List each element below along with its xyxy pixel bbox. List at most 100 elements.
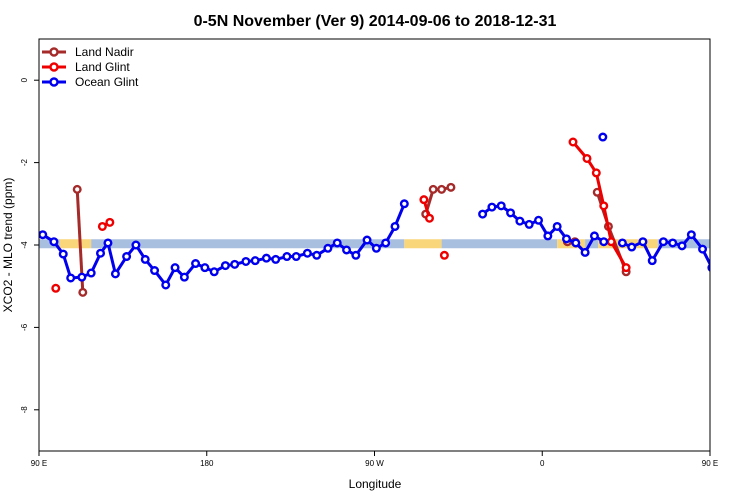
data-point — [312, 250, 322, 260]
series-land-glint — [51, 137, 730, 293]
data-point — [561, 234, 571, 244]
data-point — [591, 168, 601, 178]
data-point — [39, 230, 48, 240]
series-layer — [39, 132, 750, 297]
data-point — [323, 243, 333, 253]
data-point — [487, 202, 497, 212]
data-point — [332, 238, 342, 248]
data-point — [271, 254, 281, 264]
data-point — [78, 287, 88, 297]
legend-label: Land Glint — [75, 60, 130, 74]
data-point — [220, 261, 230, 271]
data-point — [582, 153, 592, 163]
data-point — [738, 251, 745, 258]
data-point — [86, 268, 96, 278]
data-point — [371, 243, 381, 253]
data-point — [723, 285, 730, 292]
data-point — [105, 217, 115, 227]
x-tick-label: 90 E — [702, 459, 718, 468]
data-point — [424, 213, 434, 223]
y-tick-label: -8 — [20, 406, 29, 414]
data-point — [49, 237, 59, 247]
data-point — [390, 221, 400, 231]
legend-marker — [49, 47, 59, 57]
y-tick-label: 0 — [20, 77, 29, 82]
data-point — [617, 238, 627, 248]
chart-title: 0-5N November (Ver 9) 2014-09-06 to 2018… — [194, 13, 557, 30]
data-point — [200, 263, 210, 273]
data-point — [478, 209, 488, 219]
legend-marker — [49, 77, 59, 87]
data-point — [745, 186, 750, 193]
legend-entry-ocean-glint: Ocean Glint — [42, 75, 139, 89]
data-point — [439, 250, 449, 260]
data-point — [568, 137, 578, 147]
data-point — [51, 283, 61, 293]
y-axis-label: XCO2 - MLO trend (ppm) — [1, 178, 15, 313]
data-point — [446, 182, 456, 192]
data-point — [543, 231, 553, 241]
data-point — [399, 199, 409, 209]
y-tick-label: -2 — [20, 158, 29, 166]
data-point — [668, 238, 678, 248]
data-point — [506, 208, 516, 218]
x-tick-label: 0 — [540, 459, 545, 468]
data-point — [77, 272, 87, 282]
data-point — [170, 263, 180, 273]
data-point — [131, 240, 141, 250]
data-point — [534, 215, 544, 225]
data-point — [658, 237, 668, 247]
data-point — [291, 252, 301, 262]
data-point — [58, 249, 68, 259]
y-axis-ticks: 0 -2 -4 -6 -8 — [20, 77, 39, 413]
data-point — [150, 266, 160, 276]
data-point — [599, 237, 609, 247]
data-point — [606, 237, 616, 247]
data-point — [250, 256, 260, 266]
data-point — [110, 269, 120, 279]
data-point — [302, 248, 312, 258]
data-point — [552, 221, 562, 231]
data-point — [496, 201, 506, 211]
data-point — [209, 267, 219, 277]
data-point — [179, 272, 189, 282]
series-line — [621, 233, 710, 268]
data-point — [720, 231, 727, 238]
data-point — [230, 259, 240, 269]
data-point — [589, 231, 599, 241]
x-axis-label: Longitude — [349, 477, 402, 491]
data-point — [161, 280, 171, 290]
data-point — [647, 256, 657, 266]
data-point — [122, 252, 132, 262]
series-ocean-glint — [39, 132, 745, 290]
data-point — [580, 247, 590, 257]
data-point — [241, 256, 251, 266]
data-point — [103, 238, 113, 248]
data-point — [621, 263, 631, 273]
data-point — [66, 273, 76, 283]
legend-marker — [49, 62, 59, 72]
y-tick-label: -4 — [20, 241, 29, 249]
y-tick-label: -6 — [20, 323, 29, 331]
data-point — [677, 241, 687, 251]
data-point — [515, 216, 525, 226]
data-point — [140, 254, 150, 264]
data-point — [97, 221, 107, 231]
data-point — [72, 184, 82, 194]
data-point — [686, 230, 696, 240]
data-point — [598, 132, 608, 142]
data-point — [729, 238, 736, 245]
data-point — [524, 219, 534, 229]
data-point — [599, 201, 609, 211]
data-point — [571, 238, 581, 248]
data-point — [342, 245, 352, 255]
data-point — [96, 248, 106, 258]
data-point — [381, 238, 391, 248]
legend-entry-land-nadir: Land Nadir — [42, 45, 134, 59]
data-point — [351, 250, 361, 260]
data-point — [261, 253, 271, 263]
legend-entry-land-glint: Land Glint — [42, 60, 130, 74]
x-axis-ticks: 90 E 180 90 W 0 90 E — [31, 451, 718, 468]
